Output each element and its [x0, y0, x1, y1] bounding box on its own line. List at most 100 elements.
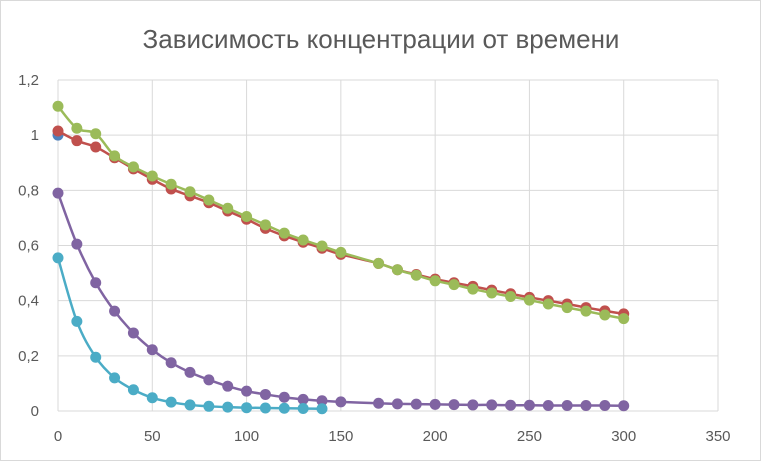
data-point [316, 403, 328, 415]
data-point [373, 397, 385, 409]
y-tick-label: 0 [31, 403, 39, 420]
data-point [146, 170, 158, 182]
data-point [278, 402, 290, 414]
data-point [429, 275, 441, 287]
data-point [448, 279, 460, 291]
data-point [391, 264, 403, 276]
data-point [90, 351, 102, 363]
data-point [71, 238, 83, 250]
data-point [52, 187, 64, 199]
data-point [297, 393, 309, 405]
data-point [146, 392, 158, 404]
data-point [222, 401, 234, 413]
data-point [241, 211, 253, 223]
series-4 [52, 187, 630, 412]
x-tick-label: 200 [423, 428, 448, 445]
data-point [203, 194, 215, 206]
y-tick-label: 1,2 [18, 72, 39, 89]
x-tick-label: 100 [234, 428, 259, 445]
data-point [222, 202, 234, 214]
data-point [467, 283, 479, 295]
data-point [109, 150, 121, 162]
data-point [222, 380, 234, 392]
data-point [259, 388, 271, 400]
data-point [618, 400, 630, 412]
data-point [523, 399, 535, 411]
data-point [184, 186, 196, 198]
data-point [165, 396, 177, 408]
plot-series [52, 100, 630, 415]
data-point [429, 398, 441, 410]
data-point [580, 399, 592, 411]
data-point [184, 399, 196, 411]
data-point [542, 399, 554, 411]
data-point [278, 391, 290, 403]
data-point [127, 384, 139, 396]
data-point [52, 252, 64, 264]
data-point [52, 100, 64, 112]
data-point [410, 269, 422, 281]
gridlines [57, 79, 719, 412]
data-point [90, 141, 102, 153]
data-point [599, 399, 611, 411]
data-point [391, 398, 403, 410]
y-tick-label: 0,2 [18, 348, 39, 365]
data-point [297, 403, 309, 415]
data-point [486, 287, 498, 299]
data-point [165, 178, 177, 190]
data-point [71, 315, 83, 327]
data-point [505, 399, 517, 411]
data-point [241, 402, 253, 414]
data-point [523, 294, 535, 306]
data-point [90, 128, 102, 140]
chart-title: Зависимость концентрации от времени [143, 24, 620, 54]
data-point [373, 257, 385, 269]
data-point [335, 396, 347, 408]
data-point [542, 298, 554, 310]
x-tick-label: 300 [611, 428, 636, 445]
data-point [165, 357, 177, 369]
data-point [184, 366, 196, 378]
series-3 [52, 100, 630, 325]
data-point [52, 125, 64, 137]
data-point [410, 398, 422, 410]
y-tick-label: 0,4 [18, 293, 39, 310]
data-point [203, 400, 215, 412]
axes: 0 0,2 0,4 0,6 0,8 1 1,2 0 50 100 150 200 250 300 350 [18, 72, 730, 445]
x-tick-label: 150 [328, 428, 353, 445]
data-point [278, 227, 290, 239]
y-tick-label: 0,8 [18, 182, 39, 199]
x-tick-label: 250 [517, 428, 542, 445]
data-point [146, 344, 158, 356]
data-point [486, 399, 498, 411]
data-point [127, 161, 139, 173]
data-point [599, 309, 611, 321]
data-point [467, 399, 479, 411]
data-point [297, 234, 309, 246]
data-point [618, 313, 630, 325]
y-tick-label: 1 [31, 127, 39, 144]
data-point [71, 135, 83, 147]
data-point [241, 385, 253, 397]
data-point [259, 402, 271, 414]
data-point [109, 305, 121, 317]
data-point [580, 305, 592, 317]
data-point [203, 374, 215, 386]
data-point [90, 277, 102, 289]
y-tick-label: 0,6 [18, 238, 39, 255]
data-point [448, 399, 460, 411]
x-tick-label: 0 [54, 428, 62, 445]
data-point [316, 240, 328, 252]
data-point [335, 246, 347, 258]
data-point [109, 372, 121, 384]
data-point [505, 291, 517, 303]
x-tick-label: 50 [144, 428, 161, 445]
data-point [259, 219, 271, 231]
data-point [316, 395, 328, 407]
data-point [561, 302, 573, 314]
data-point [71, 122, 83, 134]
x-tick-label: 350 [705, 428, 730, 445]
series-5 [52, 252, 328, 415]
